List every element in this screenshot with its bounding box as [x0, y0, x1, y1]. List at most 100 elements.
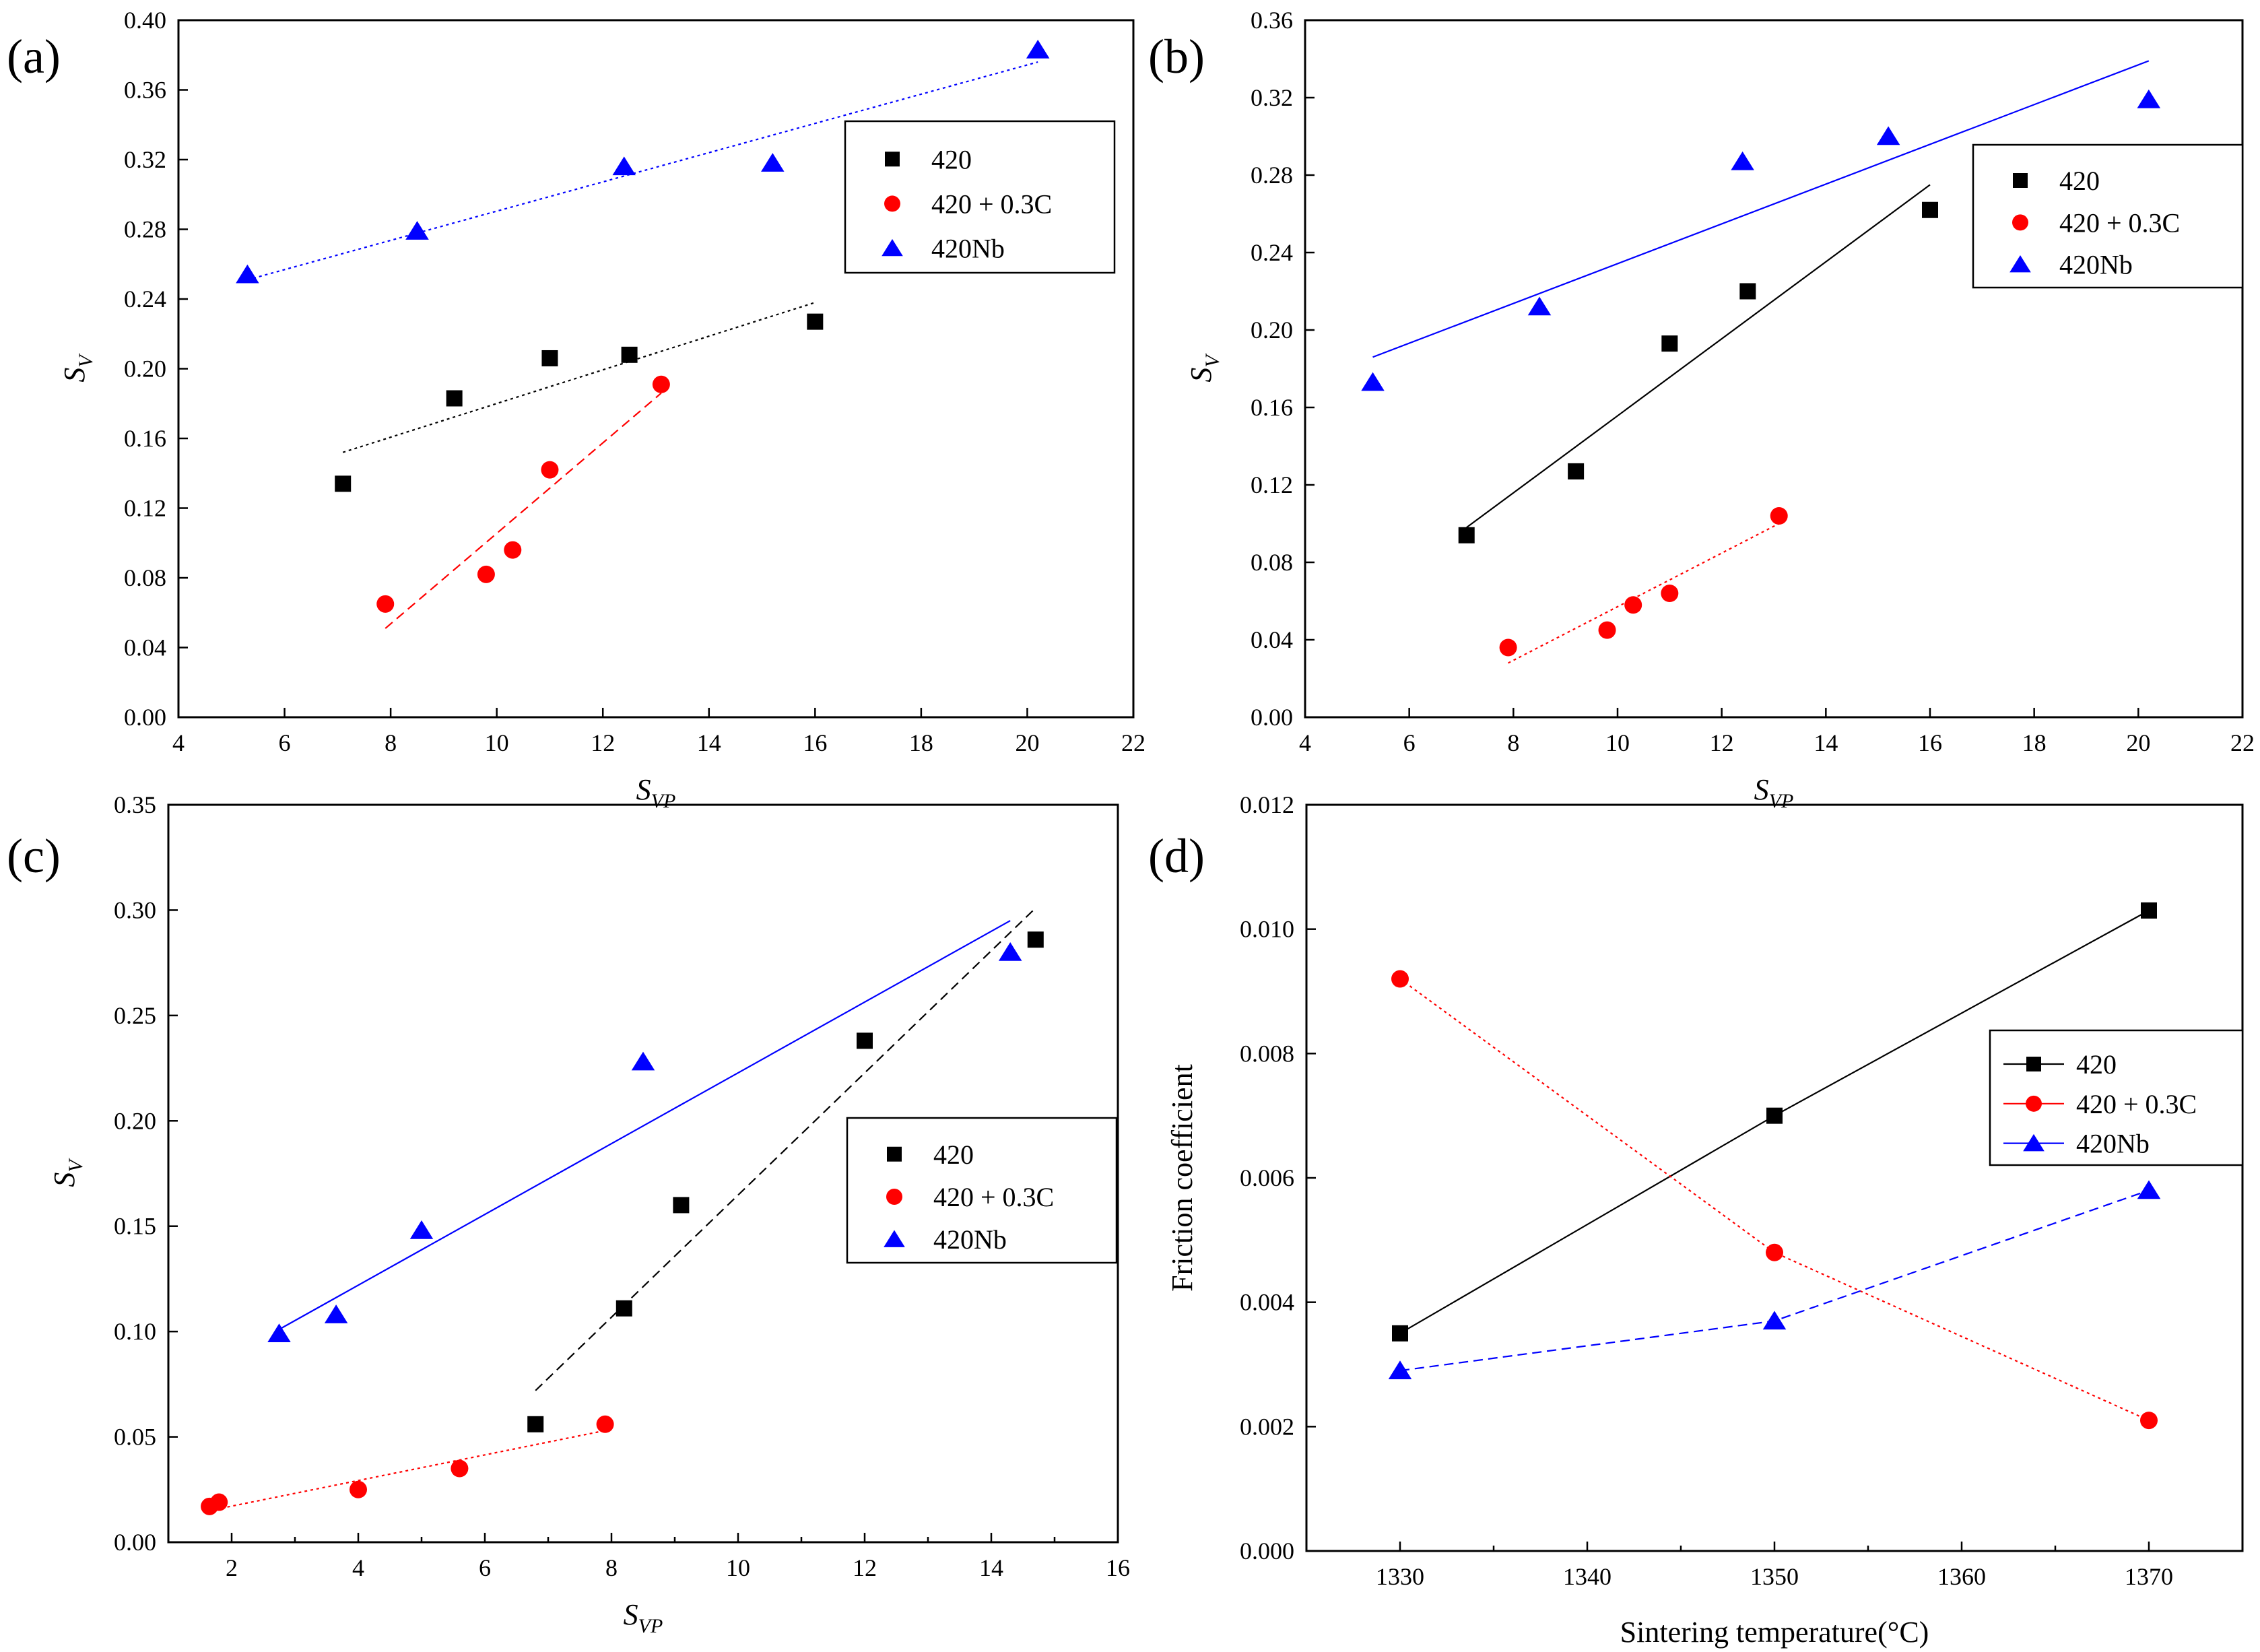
legend-label: 420 + 0.3C	[931, 189, 1052, 219]
data-point	[596, 1415, 614, 1433]
y-axis-title-main: S	[58, 368, 91, 383]
legend-entry: 420	[2013, 166, 2100, 196]
legend: 420 420 + 0.3C 420Nb	[844, 120, 1116, 274]
y-tick-label: 0.36	[1251, 7, 1293, 34]
series-420-0-3c	[1499, 507, 1788, 664]
series-420	[1392, 902, 2157, 1342]
x-tick-label: 10	[726, 1554, 750, 1581]
data-point	[477, 565, 495, 583]
legend-label: 420	[2076, 1049, 2117, 1080]
y-tick-label: 0.04	[1251, 626, 1293, 653]
x-tick-label: 20	[1015, 729, 1039, 756]
legend-marker	[2023, 1133, 2045, 1152]
legend-marker	[884, 195, 900, 212]
x-tick-label: 12	[853, 1554, 877, 1581]
y-tick-label: 0.00	[114, 1529, 156, 1556]
legend-entry: 420 + 0.3C	[2012, 207, 2180, 238]
y-tick-label: 0.20	[114, 1107, 156, 1134]
legend-entry: 420Nb	[882, 234, 1005, 264]
legend-entry: 420	[887, 1139, 974, 1170]
series-420nb	[1388, 1180, 2161, 1379]
data-point	[807, 313, 824, 330]
y-axis-title-subscript: V	[75, 353, 97, 368]
legend-label: 420 + 0.3C	[2076, 1089, 2197, 1119]
y-tick-label: 0.05	[114, 1424, 156, 1451]
x-tick-label: 22	[1121, 729, 1145, 756]
series-420nb	[267, 920, 1022, 1343]
data-point	[1361, 372, 1385, 391]
y-tick-label: 0.24	[124, 286, 166, 312]
x-axis-title-subscript: VP	[1769, 790, 1794, 812]
data-point	[1388, 1360, 1412, 1379]
data-point	[1762, 1311, 1787, 1330]
x-tick-label: 14	[1814, 729, 1838, 756]
data-point	[451, 1459, 469, 1478]
data-point	[761, 153, 785, 172]
x-tick-label: 8	[385, 729, 397, 756]
data-point	[409, 1220, 434, 1239]
data-point	[1391, 970, 1409, 988]
y-axis-title-subscript: V	[1201, 353, 1224, 368]
data-point	[504, 541, 522, 559]
legend-marker	[887, 1146, 902, 1162]
x-axis-title-subscript: VP	[638, 1615, 663, 1637]
data-point	[2137, 89, 2161, 108]
y-tick-label: 0.00	[124, 704, 166, 731]
y-tick-label: 0.00	[1251, 704, 1293, 731]
y-tick-label: 0.04	[124, 634, 166, 661]
series-420-0-3c	[1391, 970, 2158, 1430]
x-tick-label: 1370	[2125, 1563, 2173, 1590]
fit-line	[1372, 60, 2150, 358]
legend-entry: 420Nb	[884, 1224, 1007, 1255]
fit-line	[278, 920, 1011, 1330]
y-tick-label: 0.24	[1251, 239, 1293, 266]
legend: 420 420 + 0.3C 420Nb	[846, 1117, 1118, 1264]
data-point	[631, 1051, 655, 1071]
y-tick-label: 0.10	[114, 1318, 156, 1345]
data-point	[1392, 1325, 1408, 1342]
data-point	[1876, 126, 1900, 145]
data-point	[541, 461, 559, 479]
data-point	[1922, 201, 1938, 218]
legend-entry: 420 + 0.3C	[886, 1182, 1054, 1212]
y-tick-label: 0.010	[1240, 916, 1294, 943]
legend-label: 420	[931, 144, 972, 174]
data-point	[2140, 1412, 2158, 1430]
x-tick-label: 12	[1710, 729, 1734, 756]
x-tick-label: 16	[1918, 729, 1942, 756]
y-tick-label: 0.16	[124, 425, 166, 452]
x-tick-label: 1350	[1750, 1563, 1799, 1590]
legend-label: 420 + 0.3C	[933, 1182, 1054, 1212]
y-tick-label: 0.35	[114, 791, 156, 818]
chart-panel-3: (c) 2 4 6 8 10 12 14 16 0.00 0.05 0.10 0.15 0.20 0.25 0…	[7, 791, 1130, 1637]
data-point	[616, 1300, 632, 1317]
data-point	[612, 156, 636, 176]
data-point	[541, 350, 558, 366]
y-tick-label: 0.006	[1240, 1164, 1294, 1191]
legend-entry: 420 + 0.3C	[2003, 1089, 2197, 1119]
x-axis-title-main: S	[636, 773, 651, 806]
data-point	[1458, 527, 1475, 543]
plot-frame	[167, 803, 1119, 1544]
x-tick-label: 18	[909, 729, 933, 756]
x-tick-label: 18	[2022, 729, 2047, 756]
y-tick-label: 0.20	[124, 356, 166, 383]
y-tick-label: 0.25	[114, 1002, 156, 1029]
legend-label: 420Nb	[931, 234, 1005, 264]
y-axis-title: SV	[48, 1158, 87, 1187]
data-point	[446, 390, 463, 407]
y-tick-label: 0.000	[1240, 1538, 1294, 1564]
data-point	[1568, 463, 1585, 480]
y-tick-label: 0.28	[1251, 162, 1293, 189]
data-point	[1661, 335, 1678, 352]
x-axis-title: SVP	[624, 1598, 663, 1637]
x-tick-label: 1330	[1376, 1563, 1424, 1590]
x-tick-label: 20	[2126, 729, 2150, 756]
y-tick-label: 0.30	[114, 896, 156, 923]
x-axis-title: SVP	[636, 773, 676, 812]
y-tick-label: 0.008	[1240, 1040, 1294, 1067]
x-tick-label: 6	[479, 1554, 491, 1581]
fit-line	[342, 302, 816, 453]
data-point	[1770, 507, 1788, 525]
data-point	[1766, 1243, 1783, 1261]
